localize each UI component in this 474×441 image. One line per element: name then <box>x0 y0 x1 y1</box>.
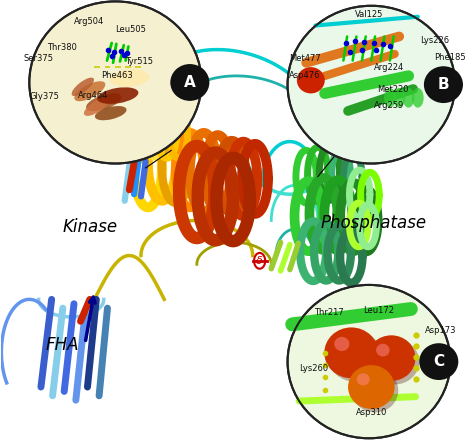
Text: Arg504: Arg504 <box>73 17 104 26</box>
Circle shape <box>352 369 398 412</box>
Circle shape <box>288 6 455 164</box>
Ellipse shape <box>384 88 396 108</box>
Text: Ser375: Ser375 <box>24 54 54 63</box>
Text: Asp310: Asp310 <box>356 407 387 416</box>
Text: Phosphatase: Phosphatase <box>320 214 427 232</box>
Text: Lys260: Lys260 <box>299 364 328 373</box>
Text: Kinase: Kinase <box>62 218 118 236</box>
Text: C: C <box>433 354 444 369</box>
Circle shape <box>371 339 419 385</box>
Text: Lys226: Lys226 <box>420 36 449 45</box>
Text: Met220: Met220 <box>377 85 409 93</box>
Text: Val125: Val125 <box>355 10 383 19</box>
Circle shape <box>356 373 370 385</box>
Circle shape <box>334 337 349 351</box>
Text: Phe463: Phe463 <box>101 71 133 80</box>
Circle shape <box>376 344 390 356</box>
Text: B: B <box>438 77 449 92</box>
Circle shape <box>419 343 458 380</box>
Text: δ: δ <box>256 256 263 266</box>
Ellipse shape <box>95 106 127 120</box>
Ellipse shape <box>403 88 414 108</box>
Ellipse shape <box>86 93 121 111</box>
Text: FHA: FHA <box>45 336 79 355</box>
Circle shape <box>297 67 325 93</box>
Text: Arg259: Arg259 <box>374 101 404 110</box>
Text: Leu505: Leu505 <box>115 26 146 34</box>
Text: Gly375: Gly375 <box>29 93 59 101</box>
Text: Tyr515: Tyr515 <box>125 57 153 66</box>
Ellipse shape <box>393 88 405 108</box>
Ellipse shape <box>109 69 149 87</box>
Circle shape <box>424 66 463 103</box>
Ellipse shape <box>412 88 424 108</box>
Text: Asp476: Asp476 <box>289 71 320 80</box>
Text: Met477: Met477 <box>289 54 321 63</box>
Text: Leu172: Leu172 <box>364 306 394 315</box>
Text: Thr217: Thr217 <box>314 308 344 317</box>
Ellipse shape <box>84 97 109 116</box>
Text: Arg464: Arg464 <box>78 91 109 100</box>
Text: Phe185: Phe185 <box>434 53 466 62</box>
Text: Asp173: Asp173 <box>425 326 456 336</box>
Text: A: A <box>184 75 196 90</box>
Ellipse shape <box>72 78 94 96</box>
Circle shape <box>170 64 210 101</box>
Ellipse shape <box>74 81 105 101</box>
Text: Thr380: Thr380 <box>47 43 77 52</box>
Circle shape <box>288 285 450 438</box>
Circle shape <box>348 365 394 409</box>
Circle shape <box>367 335 416 381</box>
Circle shape <box>324 327 378 378</box>
Circle shape <box>29 1 201 164</box>
Circle shape <box>328 331 382 382</box>
Text: Arg224: Arg224 <box>374 64 404 72</box>
Ellipse shape <box>97 87 138 104</box>
